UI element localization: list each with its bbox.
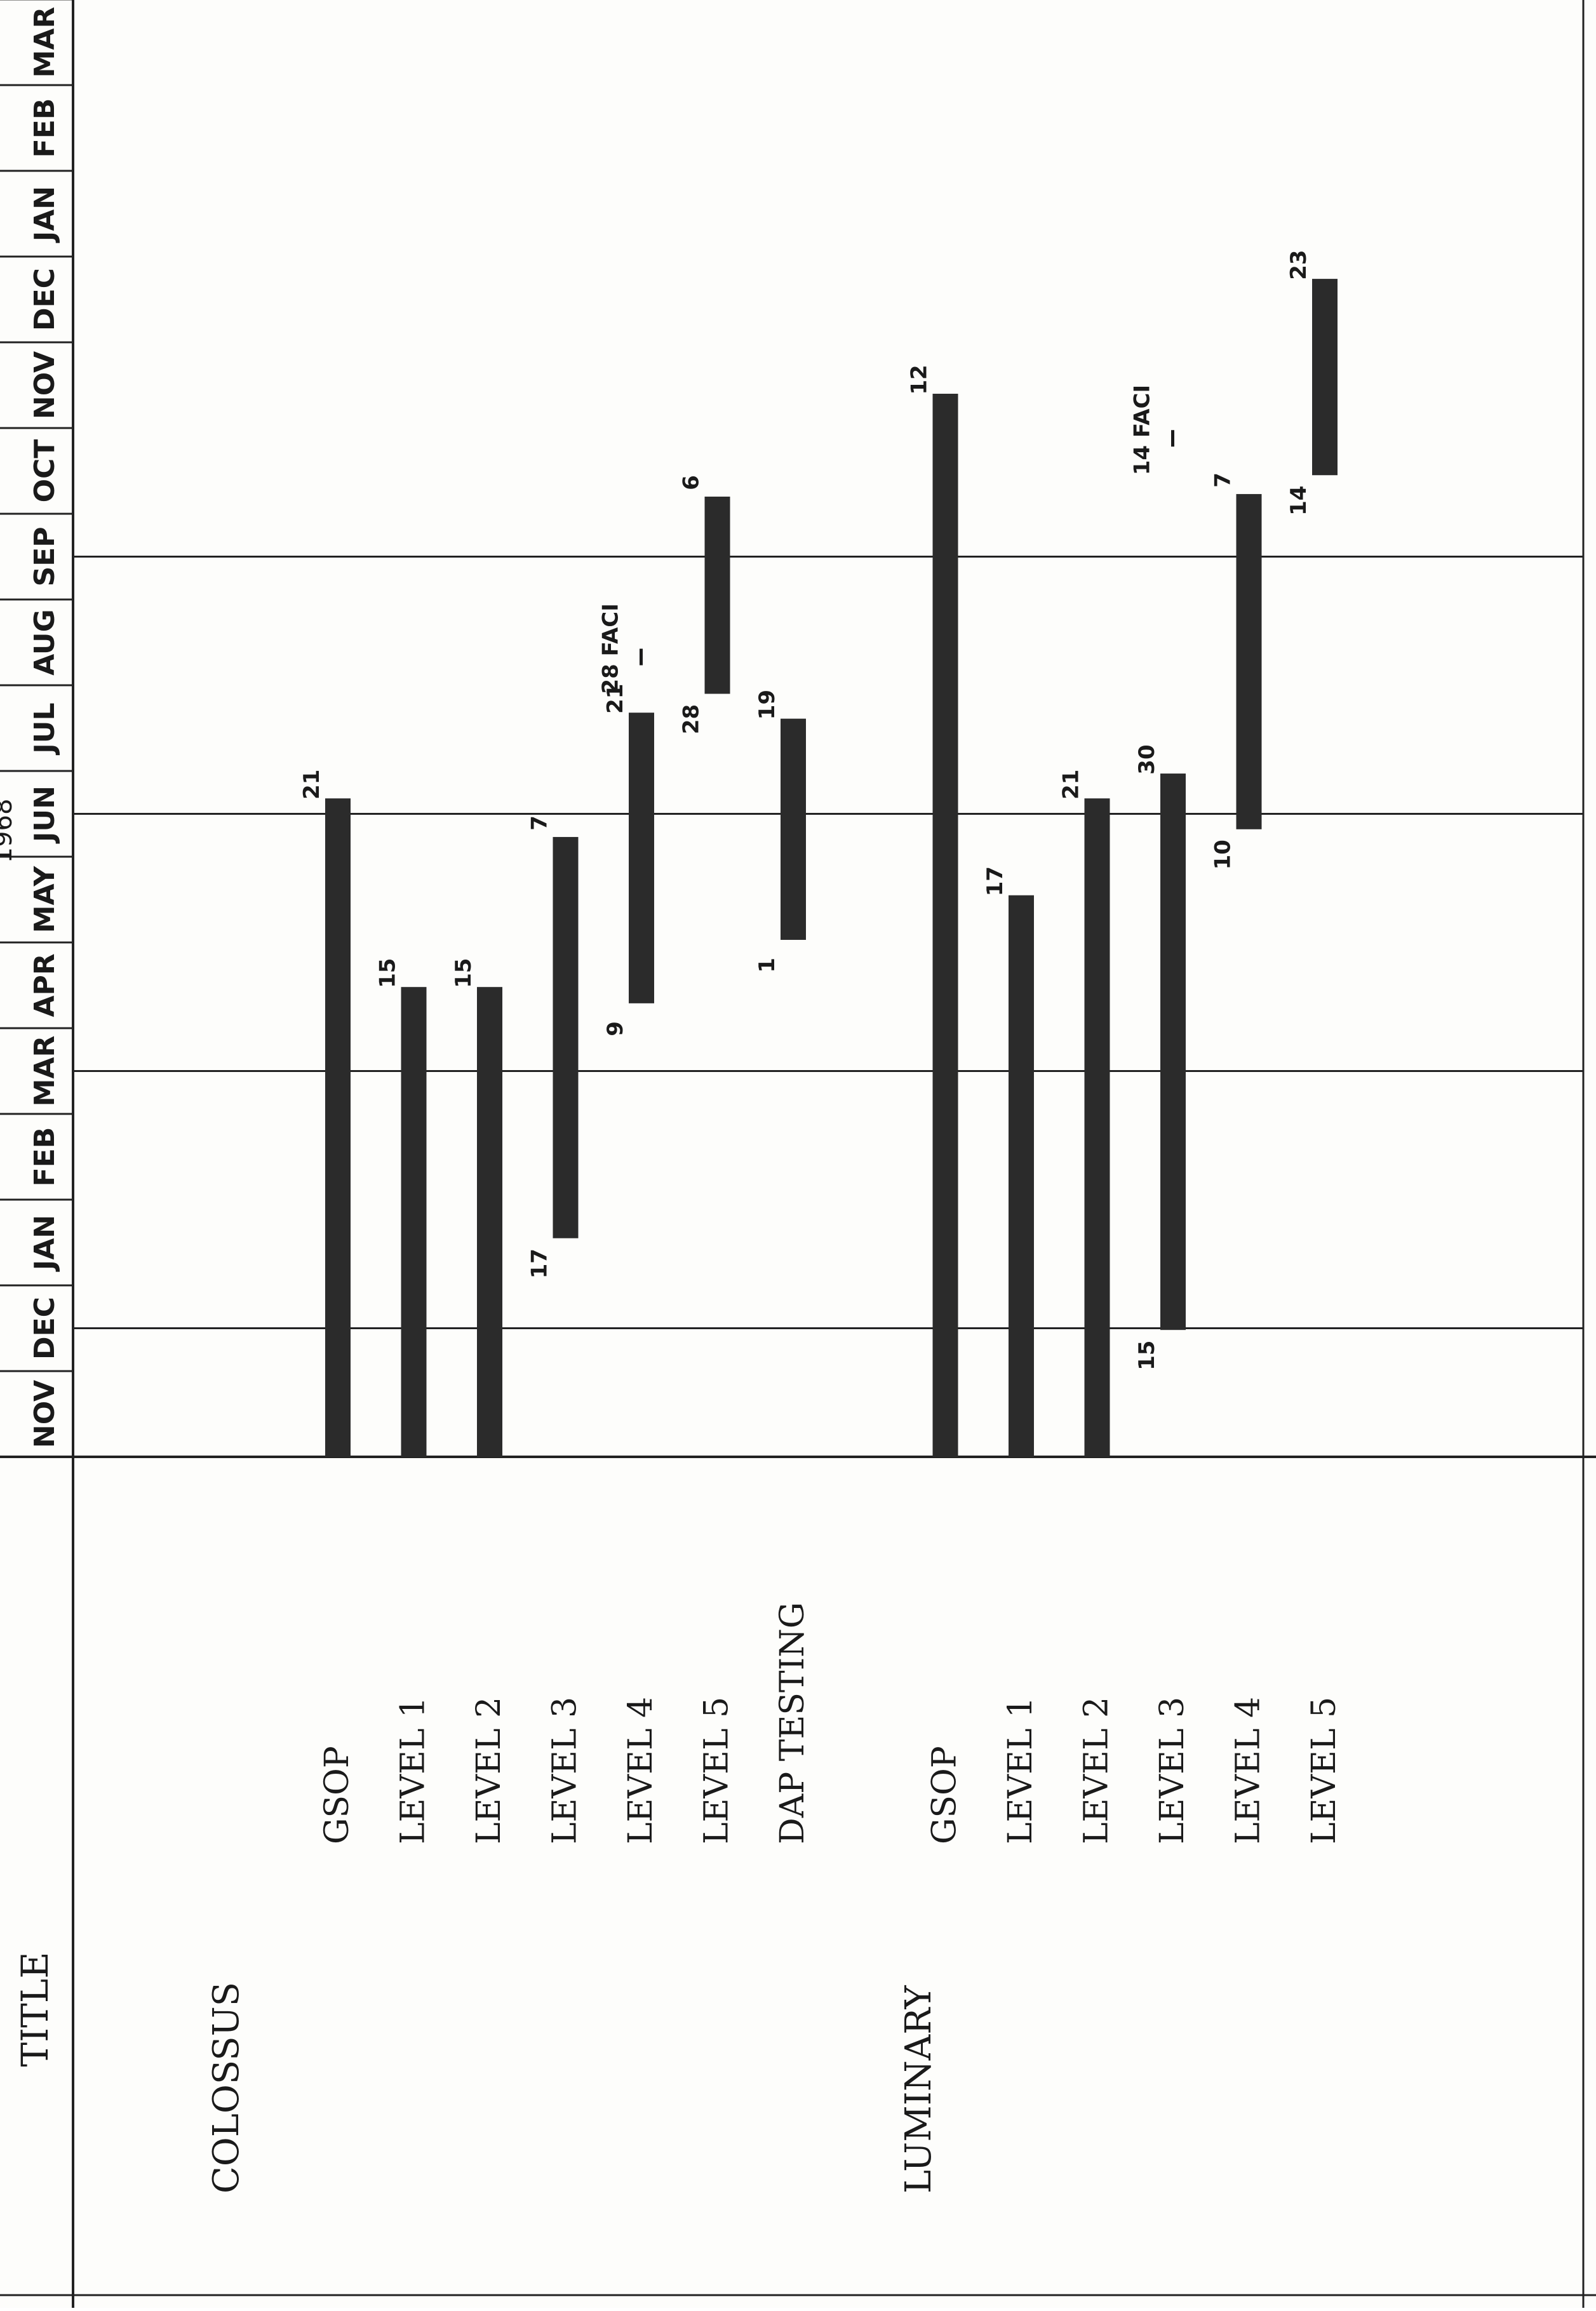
- row-label: LEVEL 4: [622, 1697, 660, 1844]
- title-column-header: TITLE: [13, 1952, 57, 2067]
- row-label: LEVEL 3: [1153, 1697, 1191, 1844]
- year-label: 1968: [0, 799, 18, 864]
- month-label: JUL: [29, 702, 61, 755]
- schedule-bar: [629, 713, 654, 1003]
- month-label: DEC: [29, 268, 61, 331]
- bar-start-label: 9: [603, 1021, 628, 1036]
- month-label: NOV: [29, 1380, 61, 1448]
- schedule-bar: [553, 836, 579, 1238]
- row-label: LEVEL 1: [394, 1697, 433, 1844]
- month-label: MAY: [29, 866, 61, 934]
- month-label: AUG: [29, 609, 61, 676]
- month-label: MAR: [29, 7, 61, 78]
- schedule-bar: [1009, 895, 1034, 1457]
- bar-end-label: 21: [299, 770, 325, 800]
- group-label: LUMINARY: [898, 1985, 939, 2194]
- bar-start-label: 15: [1134, 1341, 1160, 1370]
- bar-end-label: 12: [907, 365, 932, 394]
- row-label: DAP TESTING: [774, 1602, 812, 1844]
- faci-label: 28 FACI: [598, 603, 624, 693]
- month-label: APR: [29, 953, 61, 1017]
- row-label: LEVEL 5: [698, 1697, 736, 1844]
- month-label: FEB: [29, 1127, 61, 1187]
- bar-end-label: 15: [375, 958, 401, 988]
- bar-start-label: 28: [679, 704, 704, 734]
- bar-end-label: 6: [679, 475, 704, 490]
- schedule-bar: [1312, 279, 1338, 476]
- month-label: OCT: [29, 439, 61, 503]
- month-label: DEC: [29, 1297, 61, 1360]
- schedule-bar: [477, 987, 502, 1457]
- month-label: JUN: [29, 786, 61, 844]
- group-label: COLOSSUS: [206, 1982, 247, 2194]
- bar-start-label: 17: [527, 1249, 553, 1278]
- row-label: LEVEL 2: [1078, 1697, 1116, 1844]
- row-label: GSOP: [318, 1746, 356, 1844]
- bar-end-label: 21: [1059, 770, 1084, 800]
- bar-end-label: 15: [451, 958, 476, 988]
- schedule-bar: [781, 718, 806, 940]
- row-label: LEVEL 4: [1230, 1697, 1268, 1844]
- schedule-bar: [932, 394, 958, 1457]
- bar-end-label: 19: [754, 690, 780, 720]
- row-label: LEVEL 2: [470, 1697, 508, 1844]
- bar-end-label: 21: [603, 684, 628, 714]
- bar-start-label: 10: [1210, 840, 1236, 869]
- row-label: GSOP: [926, 1746, 964, 1844]
- schedule-bar: [401, 987, 427, 1457]
- bar-end-label: 30: [1134, 744, 1160, 774]
- row-label: LEVEL 5: [1305, 1697, 1343, 1844]
- month-label: NOV: [29, 351, 61, 419]
- row-label: LEVEL 3: [546, 1697, 584, 1844]
- schedule-bar: [1160, 774, 1186, 1330]
- bar-start-label: 14: [1286, 486, 1311, 516]
- bar-end-label: 7: [527, 815, 553, 831]
- bar-end-label: 17: [982, 866, 1008, 896]
- schedule-bar: [704, 497, 730, 694]
- month-label: FEB: [29, 98, 61, 158]
- month-label: SEP: [29, 527, 61, 587]
- row-label: LEVEL 1: [1002, 1697, 1040, 1844]
- month-label: MAR: [29, 1036, 61, 1107]
- month-label: JAN: [29, 186, 61, 243]
- bar-end-label: 7: [1210, 472, 1236, 488]
- bar-start-label: 1: [754, 958, 780, 973]
- schedule-bar: [1236, 493, 1262, 829]
- faci-label: 14 FACI: [1130, 385, 1155, 475]
- month-label: JAN: [29, 1215, 61, 1272]
- schedule-bar: [1084, 798, 1110, 1457]
- schedule-bar: [325, 798, 351, 1457]
- bar-end-label: 23: [1286, 250, 1311, 279]
